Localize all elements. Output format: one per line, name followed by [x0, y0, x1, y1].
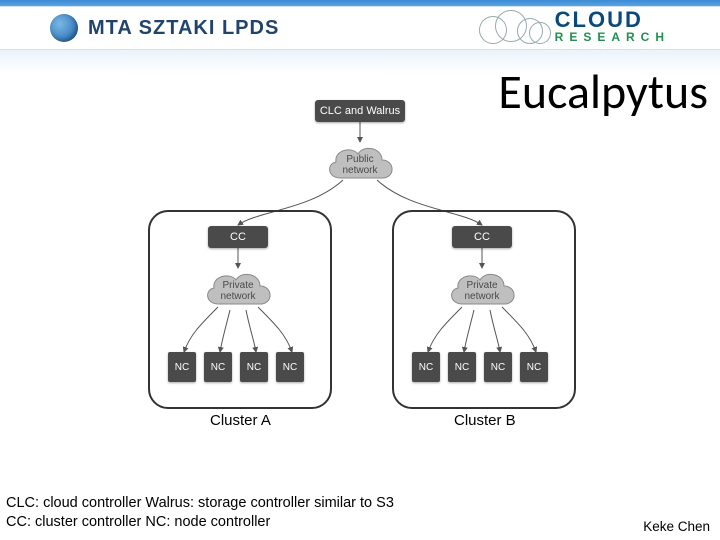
node-nc: NC: [412, 352, 440, 382]
node-clc-walrus: CLC and Walrus: [315, 100, 405, 122]
node-label: CC: [230, 231, 246, 243]
node-label: CC: [474, 231, 490, 243]
nc-row-a: NC NC NC NC: [168, 352, 304, 382]
node-nc: NC: [168, 352, 196, 382]
cloud-outline-icon: [479, 10, 549, 44]
nc-row-b: NC NC NC NC: [412, 352, 548, 382]
node-nc: NC: [240, 352, 268, 382]
node-nc: NC: [520, 352, 548, 382]
legend-text: CLC: cloud controller Walrus: storage co…: [6, 494, 394, 532]
cloud-label1a: Private: [222, 280, 254, 291]
legend-line2: CC: cluster controller NC: node controll…: [6, 513, 394, 532]
node-nc: NC: [448, 352, 476, 382]
node-cc-b: CC: [452, 226, 512, 248]
node-cc-a: CC: [208, 226, 268, 248]
cloud-word2: RESEARCH: [555, 32, 670, 43]
cloud-private-b: Private network: [444, 266, 520, 314]
node-label: CLC and Walrus: [320, 105, 400, 117]
cloud-word1: CLOUD: [555, 10, 670, 31]
globe-icon: [50, 14, 78, 42]
header-band: MTA SZTAKI LPDS CLOUD RESEARCH: [0, 6, 720, 50]
cluster-a-caption: Cluster A: [210, 412, 271, 429]
cloud-label1b: Private: [466, 280, 498, 291]
cloud-label1: Public: [346, 154, 373, 165]
cloud-public-network: Public network: [322, 140, 398, 188]
cloud-label2b: network: [464, 291, 500, 302]
cloud-research-logo: CLOUD RESEARCH: [479, 10, 670, 44]
cloud-private-a: Private network: [200, 266, 276, 314]
node-nc: NC: [484, 352, 512, 382]
node-nc: NC: [204, 352, 232, 382]
org-logo-group: MTA SZTAKI LPDS: [50, 14, 279, 42]
node-nc: NC: [276, 352, 304, 382]
cloud-label2: network: [342, 165, 378, 176]
architecture-diagram: CLC and Walrus Public network CC Private…: [0, 100, 720, 500]
cluster-b-caption: Cluster B: [454, 412, 516, 429]
cloud-label2a: network: [220, 291, 256, 302]
author-text: Keke Chen: [643, 519, 710, 534]
legend-line1: CLC: cloud controller Walrus: storage co…: [6, 494, 394, 513]
org-text: MTA SZTAKI LPDS: [88, 17, 279, 40]
